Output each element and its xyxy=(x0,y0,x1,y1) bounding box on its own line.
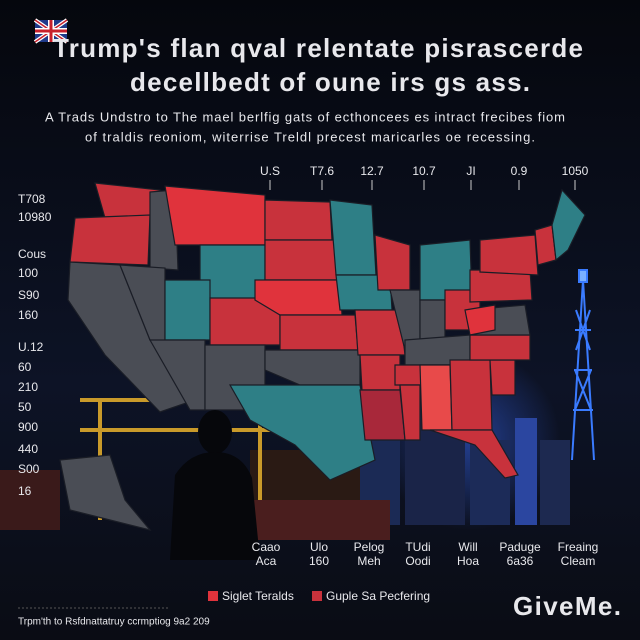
bottom-label: Hoa xyxy=(457,554,479,568)
side-label: 440 xyxy=(18,442,38,456)
bottom-label: Meh xyxy=(357,554,380,568)
side-label: T708 xyxy=(18,192,46,206)
bottom-label: Pelog xyxy=(354,540,385,554)
column-label: JI xyxy=(466,164,475,178)
column-label: T7.6 xyxy=(310,164,334,178)
side-label: 900 xyxy=(18,420,38,434)
bottom-label: Caao xyxy=(252,540,281,554)
column-label: 10.7 xyxy=(412,164,436,178)
column-label: 0.9 xyxy=(511,164,528,178)
side-label: S90 xyxy=(18,288,40,302)
bottom-label: Paduge xyxy=(499,540,541,554)
title: decellbedt of oune irs gs ass. xyxy=(130,67,530,97)
legend-label: Siglet Teralds xyxy=(222,589,294,603)
bottom-label: 160 xyxy=(309,554,329,568)
person-silhouette xyxy=(170,410,260,560)
side-label: 160 xyxy=(18,308,38,322)
subtitle: of traldis reoniom, witerrise Treldl pre… xyxy=(85,129,535,144)
footer: Trpm'th to Rsfdnattatruy ccrmptiog 9a2 2… xyxy=(18,617,210,628)
subtitle: A Trads Undstro to The mael berlfig gats… xyxy=(45,109,565,124)
side-label: 60 xyxy=(18,360,32,374)
column-label: 12.7 xyxy=(360,164,384,178)
bottom-label: TUdi xyxy=(405,540,430,554)
side-label: 100 xyxy=(18,266,38,280)
tower xyxy=(571,269,595,461)
bottom-label: Will xyxy=(458,540,477,554)
brand: GiveMe. xyxy=(513,591,621,621)
flag-icon xyxy=(33,18,69,44)
legend-swatch xyxy=(208,591,218,601)
side-label: Cous xyxy=(18,247,46,261)
column-label: U.S xyxy=(260,164,280,178)
side-label: 210 xyxy=(18,380,38,394)
bottom-label: Cleam xyxy=(561,554,596,568)
side-label: 10980 xyxy=(18,210,52,224)
bottom-label: Ulo xyxy=(310,540,328,554)
bottom-label: Oodi xyxy=(405,554,430,568)
side-label: 16 xyxy=(18,484,32,498)
legend-swatch xyxy=(312,591,322,601)
bottom-label: Freaing xyxy=(558,540,599,554)
bottom-label: 6a36 xyxy=(507,554,534,568)
side-label: S00 xyxy=(18,462,40,476)
legend-label: Guple Sa Pecfering xyxy=(326,589,430,603)
bottom-label: Aca xyxy=(256,554,277,568)
side-label: U.12 xyxy=(18,340,44,354)
title: Trump's flan qval relentate pisrascerde xyxy=(53,33,583,63)
us-map xyxy=(59,182,586,532)
column-label: 1050 xyxy=(562,164,589,178)
side-label: 50 xyxy=(18,400,32,414)
